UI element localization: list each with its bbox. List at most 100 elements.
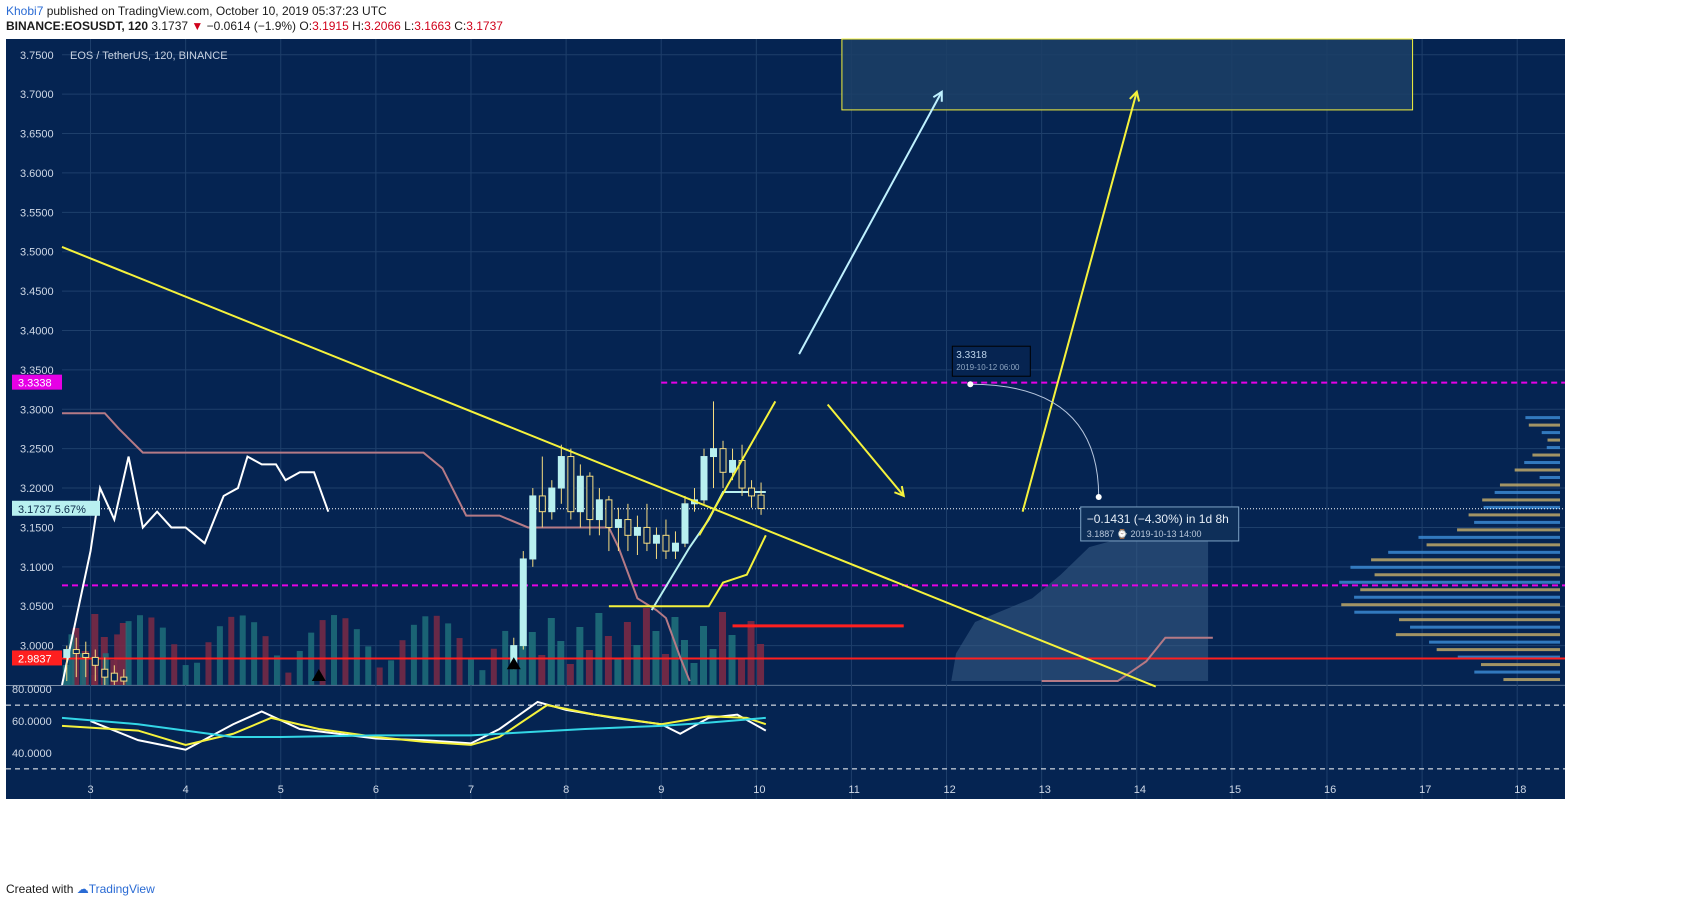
volume-bar [434, 616, 440, 685]
candle-body [121, 677, 127, 681]
candle-body [634, 527, 640, 535]
volume-profile-bar [1474, 521, 1560, 524]
candle-body [749, 488, 755, 496]
candle-body [83, 653, 89, 657]
volume-bar [445, 623, 451, 685]
price-change: −0.0614 (−1.9%) [207, 19, 296, 33]
y-tick-label: 3.4500 [20, 286, 54, 298]
volume-bar [567, 664, 574, 685]
volume-profile-bar [1548, 439, 1560, 442]
volume-bar [624, 622, 631, 685]
volume-bar [354, 629, 360, 685]
close-label: C: [454, 19, 466, 33]
y-tick-label: 3.1500 [20, 522, 54, 534]
volume-profile-bar [1437, 648, 1560, 651]
candle-body [587, 476, 593, 519]
volume-profile-bar [1500, 483, 1560, 486]
volume-bar [377, 667, 383, 685]
x-tick-label: 11 [848, 784, 859, 796]
y-tick-label: 3.5000 [20, 247, 54, 259]
x-tick-label: 13 [1039, 784, 1051, 796]
volume-bar [468, 658, 474, 685]
y-tick-label: 3.5500 [20, 207, 54, 219]
volume-profile-bar [1482, 498, 1560, 501]
volume-bar [126, 621, 132, 685]
chart-title: EOS / TetherUS, 120, BINANCE [70, 50, 228, 62]
candle-body [672, 543, 678, 551]
y-tick-label: 3.2000 [20, 483, 54, 495]
sub-y-tick-label: 80.0000 [12, 684, 52, 696]
volume-bar [285, 673, 291, 685]
volume-bar [240, 615, 246, 685]
x-tick-label: 9 [658, 784, 664, 796]
y-tick-label: 3.1000 [20, 562, 54, 574]
close-value: 3.1737 [466, 19, 503, 33]
volume-bar [479, 670, 485, 685]
x-tick-label: 16 [1324, 784, 1336, 796]
volume-bar [137, 615, 143, 685]
volume-profile-bar [1427, 543, 1560, 546]
volume-bar [633, 645, 640, 685]
candle-body [568, 457, 574, 512]
volume-profile-bar [1399, 618, 1560, 621]
low-value: 3.1663 [414, 19, 451, 33]
x-tick-label: 6 [373, 784, 379, 796]
volume-bar [457, 638, 463, 685]
price-label: 2.9837 [18, 653, 52, 665]
y-tick-label: 3.0500 [20, 601, 54, 613]
x-tick-label: 18 [1514, 784, 1526, 796]
volume-bar [538, 655, 545, 685]
symbol: BINANCE:EOSUSDT, 120 [6, 19, 148, 33]
author-link[interactable]: Khobi7 [6, 4, 43, 18]
volume-bar [690, 663, 697, 685]
high-label: H: [352, 19, 364, 33]
volume-bar [576, 627, 583, 685]
volume-bar [757, 644, 764, 685]
volume-bar [171, 644, 177, 685]
header: Khobi7 published on TradingView.com, Oct… [6, 4, 503, 44]
volume-bar [586, 650, 593, 685]
measure-point [1096, 494, 1102, 500]
volume-profile-bar [1532, 454, 1560, 457]
candle-body [625, 520, 631, 536]
volume-profile-bar [1525, 416, 1560, 419]
volume-bar [595, 613, 602, 685]
volume-bar [643, 608, 650, 685]
candle-body [663, 535, 669, 551]
volume-profile-bar [1354, 611, 1560, 614]
candle-body [720, 449, 726, 473]
volume-profile-bar [1396, 633, 1560, 636]
volume-profile-bar [1495, 491, 1560, 494]
candle-body [539, 496, 545, 512]
candle-body [606, 500, 612, 528]
volume-bar [91, 675, 97, 685]
volume-bar [148, 617, 154, 685]
tradingview-logo-icon: ☁ [77, 882, 89, 896]
candle-body [711, 449, 717, 457]
volume-profile-bar [1429, 641, 1560, 644]
candle-body [530, 496, 536, 559]
volume-profile-bar [1360, 588, 1560, 591]
volume-profile-bar [1371, 558, 1560, 561]
candle-body [64, 650, 70, 658]
x-tick-label: 7 [468, 784, 474, 796]
volume-bar [422, 616, 428, 685]
volume-bar [491, 649, 497, 685]
candle-body [615, 520, 621, 528]
tradingview-brand[interactable]: TradingView [89, 882, 155, 896]
volume-profile-bar [1375, 573, 1560, 576]
y-tick-label: 3.6500 [20, 129, 54, 141]
candle-body [701, 457, 707, 500]
target-box [842, 39, 1413, 110]
price-label: 3.1737 5.67% [18, 504, 86, 516]
x-tick-label: 10 [753, 784, 765, 796]
volume-bar [228, 617, 234, 685]
volume-profile-bar [1341, 603, 1560, 606]
volume-profile-bar [1418, 536, 1560, 539]
measure-time-1: 2019-10-12 06:00 [956, 363, 1020, 372]
volume-profile-bar [1474, 671, 1560, 674]
volume-profile-bar [1388, 551, 1560, 554]
candle-body [558, 457, 564, 489]
last-price: 3.1737 [151, 19, 188, 33]
x-tick-label: 14 [1134, 784, 1146, 796]
